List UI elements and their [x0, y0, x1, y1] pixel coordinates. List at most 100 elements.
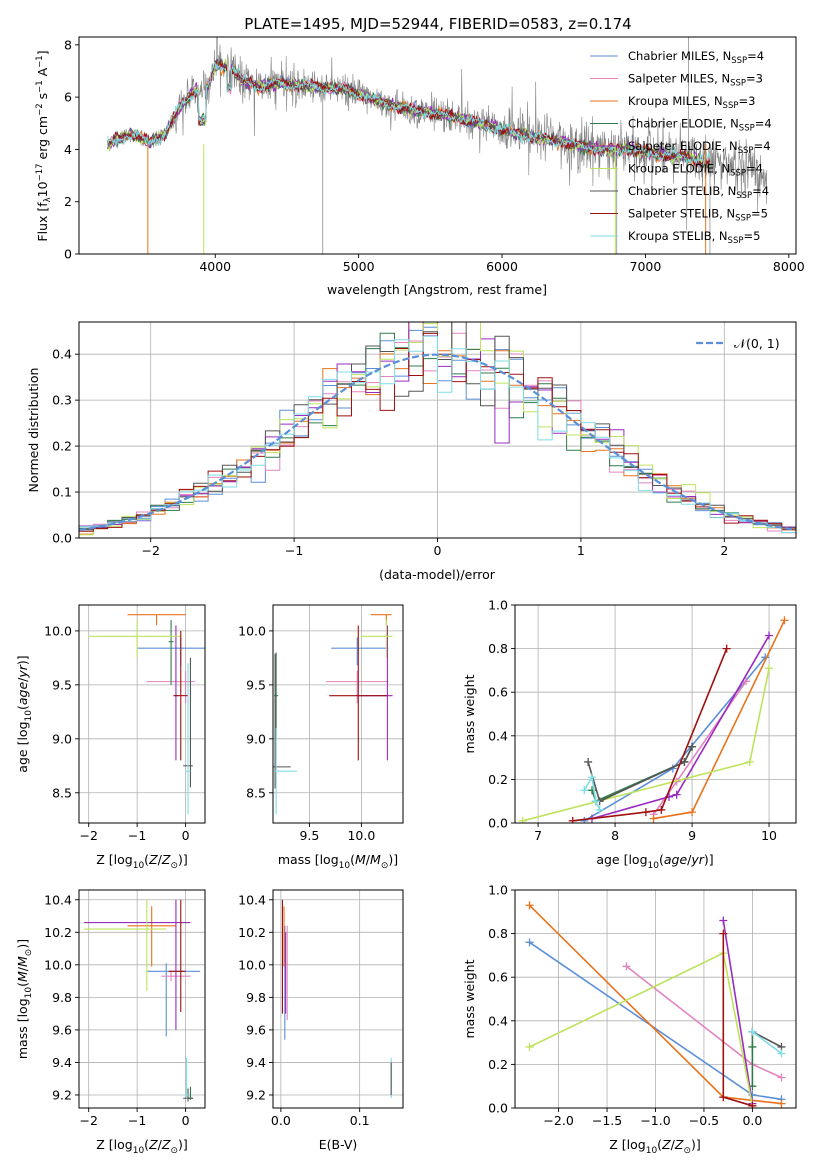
- data-point: [680, 757, 689, 766]
- x-tick-label: 7: [534, 828, 542, 843]
- y-tick-label: 10.0: [238, 957, 266, 972]
- y-axis-label: mass [log10(M/M⊙)]: [15, 939, 34, 1059]
- data-point: [719, 929, 728, 938]
- y-tick-label: 0.2: [52, 439, 72, 454]
- axes-frame: [514, 604, 797, 824]
- axes-frame: [78, 36, 797, 255]
- y-tick-label: 0.8: [488, 926, 508, 941]
- x-tick-label: 0.1: [350, 1113, 370, 1128]
- data-point: [587, 773, 596, 782]
- x-tick-label: 6000: [486, 259, 518, 274]
- data-point: [722, 644, 731, 653]
- data-point: [777, 1049, 786, 1058]
- x-tick-label: 9: [688, 828, 696, 843]
- x-tick-label: 9.5: [299, 828, 319, 843]
- series-line-kroupa-elodie: [522, 668, 770, 822]
- axes-frame: [272, 889, 404, 1109]
- legend-entry: Chabrier STELIB, NSSP=4: [628, 184, 769, 201]
- y-tick-label: 10.0: [238, 623, 266, 638]
- y-axis-label: mass weight: [462, 674, 477, 753]
- y-tick-label: 10.4: [44, 892, 72, 907]
- y-tick-label: 9.4: [246, 1055, 266, 1070]
- legend-entry: Salpeter MILES, NSSP=3: [628, 72, 763, 89]
- y-axis-label: Flux [fλ10−17 erg cm−2 s−1 A−1]: [35, 50, 53, 241]
- data-point: [780, 616, 789, 625]
- y-tick-label: 10.2: [238, 925, 266, 940]
- series-line-chabrier-stelib: [752, 1030, 782, 1048]
- data-point: [649, 814, 658, 823]
- histogram-kroupa-stelib: [79, 335, 796, 533]
- x-tick-label: −2: [141, 543, 159, 558]
- legend-entry: Chabrier ELODIE, NSSP=4: [628, 117, 772, 134]
- series-line-salpeter-elodie: [591, 635, 770, 820]
- y-tick-label: 10.0: [44, 623, 72, 638]
- y-tick-label: 9.8: [52, 990, 72, 1005]
- y-tick-label: 0.0: [488, 816, 508, 831]
- legend-entry: Kroupa MILES, NSSP=3: [628, 94, 755, 111]
- y-tick-label: 1.0: [488, 883, 508, 898]
- y-tick-label: 0.2: [488, 1057, 508, 1072]
- x-tick-label: 8000: [773, 259, 805, 274]
- data-point: [580, 786, 589, 795]
- x-tick-label: −1.0: [640, 1113, 670, 1128]
- data-point: [748, 1042, 757, 1051]
- x-axis-label: mass [log10(M/M⊙)]: [278, 852, 398, 871]
- x-axis-label: Z [log10(Z/Z⊙)]: [96, 852, 188, 871]
- y-tick-label: 0.4: [52, 347, 72, 362]
- x-tick-label: 8: [611, 828, 619, 843]
- y-tick-label: 9.0: [52, 731, 72, 746]
- data-point: [657, 805, 666, 814]
- data-point: [748, 1101, 757, 1108]
- data-point: [568, 816, 577, 823]
- plot-area: [88, 614, 205, 815]
- panel-z-age: −2 −1 0 8.5 9.0 9.5 10.0 Z [log10(Z/Z⊙)] age [lo…: [15, 604, 206, 871]
- data-point: [525, 901, 534, 910]
- legend-entry: Salpeter ELODIE, NSSP=4: [628, 139, 771, 156]
- legend-entry: Kroupa STELIB, NSSP=5: [628, 229, 760, 246]
- plot-area: [518, 616, 789, 823]
- legend-entry: Chabrier MILES, NSSP=4: [628, 49, 764, 66]
- data-point: [580, 816, 589, 823]
- series-line-kroupa-stelib: [583, 774, 601, 811]
- data-point: [595, 805, 604, 814]
- y-tick-label: 9.6: [246, 1022, 266, 1037]
- x-tick-label: 10.0: [347, 828, 375, 843]
- data-point: [518, 816, 527, 823]
- x-tick-label: −2: [79, 828, 97, 843]
- data-point: [765, 631, 774, 640]
- plot-area: [79, 322, 796, 536]
- y-tick-label: 9.6: [52, 1022, 72, 1037]
- data-point: [591, 797, 600, 806]
- x-tick-label: −1: [128, 1113, 146, 1128]
- y-tick-label: 9.4: [52, 1055, 72, 1070]
- x-axis-label: age [log10(age/yr)]: [596, 852, 713, 871]
- x-tick-label: −1: [285, 543, 303, 558]
- x-tick-label: −1: [128, 828, 146, 843]
- legend-entry: Salpeter STELIB, NSSP=5: [628, 207, 768, 224]
- y-tick-label: 0.8: [488, 641, 508, 656]
- panel-residuals: −2 −1 0 1 2 0.0 0.1 0.2 0.3 0.4 𝒩(0, 1) (data-model…: [26, 321, 797, 582]
- data-point: [765, 664, 774, 673]
- x-tick-label: −0.5: [689, 1113, 719, 1128]
- axes-frame: [78, 889, 206, 1109]
- x-tick-label: 1: [577, 543, 585, 558]
- y-tick-label: 9.2: [52, 1087, 72, 1102]
- data-point: [777, 1099, 786, 1108]
- x-tick-label: 7000: [630, 259, 662, 274]
- data-point: [641, 808, 650, 817]
- x-tick-label: −1.5: [592, 1113, 622, 1128]
- data-point: [777, 1073, 786, 1082]
- x-tick-label: 0.0: [271, 1113, 291, 1128]
- y-tick-label: 4: [64, 142, 72, 157]
- x-tick-label: 5000: [343, 259, 375, 274]
- plot-area: [83, 899, 201, 1102]
- panel-mass-age: 9.5 10.0 8.5 9.0 9.5 10.0 mass [log10(M/M⊙)]: [238, 604, 404, 871]
- data-point: [622, 962, 631, 971]
- x-axis-label: E(B-V): [319, 1137, 358, 1152]
- plot-area: [281, 899, 392, 1099]
- y-tick-label: 0.0: [488, 1101, 508, 1116]
- y-tick-label: 0.1: [52, 485, 72, 500]
- y-tick-label: 0.6: [488, 685, 508, 700]
- y-tick-label: 8.5: [246, 785, 266, 800]
